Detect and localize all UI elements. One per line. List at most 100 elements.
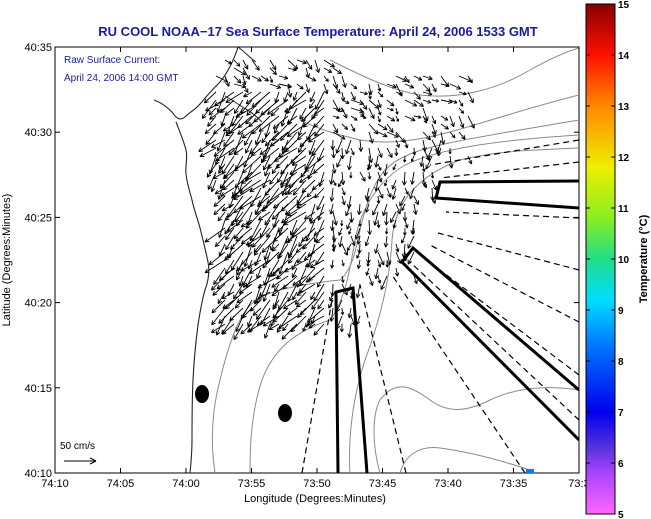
current-vector xyxy=(221,291,235,300)
current-vector xyxy=(366,163,371,171)
current-vector xyxy=(394,267,400,277)
x-tick-label: 73:3 xyxy=(568,478,589,490)
current-vector xyxy=(225,235,235,251)
current-vector xyxy=(407,251,415,265)
current-vector xyxy=(316,195,325,211)
current-vector xyxy=(213,267,226,285)
colorbar-tick-label: 11 xyxy=(618,204,629,215)
current-vector xyxy=(209,107,226,120)
current-vector xyxy=(299,107,307,120)
current-vector xyxy=(332,83,341,94)
current-vector xyxy=(262,155,271,171)
current-vector xyxy=(208,251,226,266)
current-vector xyxy=(314,123,325,137)
current-vector xyxy=(341,275,345,283)
current-vector xyxy=(210,275,226,291)
current-vector xyxy=(296,59,307,65)
current-vector xyxy=(245,235,262,246)
current-vector xyxy=(467,75,473,84)
current-vector xyxy=(431,131,436,138)
current-vector xyxy=(207,115,217,127)
current-vector xyxy=(431,179,438,191)
current-vector xyxy=(305,219,316,242)
map-layer xyxy=(153,47,579,473)
current-vector xyxy=(376,219,381,229)
current-vector xyxy=(368,123,379,135)
current-vector xyxy=(413,75,423,81)
current-vector xyxy=(395,203,401,215)
current-vector xyxy=(395,243,400,253)
current-vector xyxy=(329,187,335,202)
current-vector xyxy=(404,83,415,89)
current-vector xyxy=(298,283,307,294)
y-tick-label: 40:15 xyxy=(24,383,52,395)
current-vector xyxy=(401,171,407,186)
current-vector xyxy=(367,219,373,235)
current-vector xyxy=(262,283,271,302)
current-vector xyxy=(218,219,226,238)
current-vector xyxy=(355,283,361,299)
current-vector xyxy=(341,123,349,131)
current-vector xyxy=(383,163,388,177)
current-vector xyxy=(328,291,334,302)
current-vector xyxy=(346,243,352,252)
current-vector xyxy=(350,115,358,121)
current-vector xyxy=(314,187,325,199)
current-vector xyxy=(399,195,406,207)
current-vector xyxy=(395,91,403,96)
current-vector xyxy=(223,131,235,147)
current-vector xyxy=(384,211,389,226)
current-vector xyxy=(299,171,316,183)
current-vector xyxy=(467,155,473,165)
current-vector xyxy=(296,307,307,318)
current-vector xyxy=(279,171,298,186)
current-vector xyxy=(242,59,249,70)
current-vector xyxy=(328,299,334,309)
current-vector xyxy=(332,179,337,186)
current-vector xyxy=(262,315,280,327)
current-vector xyxy=(401,203,406,212)
current-vector xyxy=(211,307,226,326)
current-vector xyxy=(278,315,298,329)
current-vector xyxy=(440,83,450,88)
current-vector xyxy=(341,195,346,206)
current-vector xyxy=(253,243,262,253)
current-vector xyxy=(315,91,325,110)
current-vector xyxy=(386,123,394,133)
current-vector xyxy=(350,123,356,132)
current-vector xyxy=(300,107,316,122)
current-vector xyxy=(228,139,244,156)
current-vector xyxy=(395,131,406,143)
current-vector xyxy=(390,211,397,223)
current-vector xyxy=(449,83,462,90)
current-vector xyxy=(368,91,372,100)
current-vector xyxy=(261,147,280,162)
current-vector xyxy=(269,83,282,89)
current-vector xyxy=(332,115,340,119)
current-vector xyxy=(359,171,366,182)
current-vector xyxy=(287,67,297,72)
current-vector xyxy=(299,267,316,287)
current-vector xyxy=(233,187,253,201)
current-vector xyxy=(377,91,384,98)
plot-frame xyxy=(54,46,580,474)
current-vector xyxy=(372,203,379,216)
current-vector xyxy=(350,147,355,156)
current-vector xyxy=(199,147,217,158)
current-vector xyxy=(349,171,353,179)
current-vector xyxy=(240,235,253,245)
current-vector xyxy=(412,203,418,215)
current-vector xyxy=(281,323,298,340)
x-axis-label: Longitude (Degrees:Minutes) xyxy=(244,493,386,505)
current-vector xyxy=(422,131,432,141)
current-vector xyxy=(278,83,292,89)
current-vector xyxy=(317,299,325,310)
current-vector xyxy=(367,171,372,180)
current-vector xyxy=(350,235,356,247)
x-tick-label: 74:10 xyxy=(41,478,69,490)
current-vector xyxy=(271,163,280,174)
current-vector xyxy=(404,75,410,84)
current-vector xyxy=(323,83,329,95)
current-vector xyxy=(298,235,307,248)
current-vector xyxy=(292,91,298,101)
